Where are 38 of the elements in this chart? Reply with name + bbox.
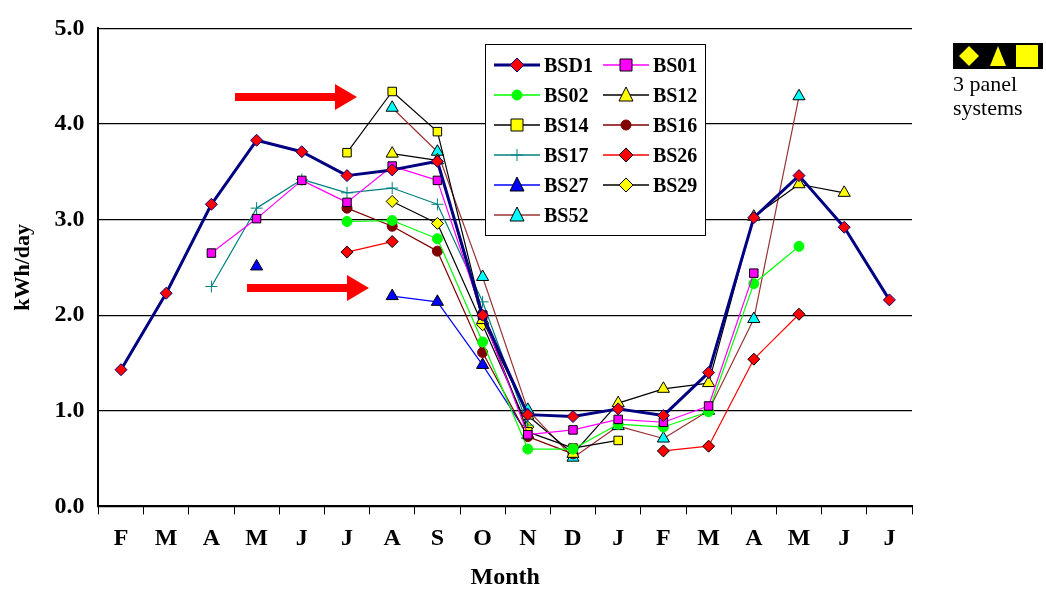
y-axis-title: kWh/day	[8, 223, 34, 311]
legend-label: BS26	[652, 143, 698, 167]
legend-label: BS12	[652, 83, 698, 107]
x-tick-label: J	[838, 524, 851, 550]
y-tick-label: 4.0	[54, 109, 85, 136]
legend-label: BS52	[544, 203, 589, 227]
legend-label: BS02	[544, 83, 589, 107]
y-tick-label: 1.0	[54, 396, 85, 422]
legend-label: BS16	[652, 113, 698, 137]
x-tick-label: F	[656, 524, 671, 550]
legend-label: BS17	[544, 143, 589, 167]
legend-label: BS29	[652, 173, 698, 197]
y-tick-label: 5.0	[54, 13, 85, 40]
x-tick-label: M	[787, 524, 811, 550]
x-tick-label: N	[519, 524, 538, 550]
x-tick-label: J	[341, 524, 353, 550]
x-tick-label: O	[473, 524, 492, 550]
x-tick-label: J	[612, 524, 625, 550]
x-tick-label: S	[430, 524, 445, 550]
y-tick-label: 2.0	[54, 300, 85, 327]
x-axis-title: Month	[470, 562, 540, 589]
x-tick-label: M	[697, 524, 720, 550]
legend-label: BS27	[544, 173, 589, 197]
x-tick-label: A	[383, 524, 402, 550]
x-tick-label: D	[564, 524, 582, 550]
y-tick-label: 3.0	[54, 204, 85, 231]
legend-label: BSD1	[544, 53, 593, 77]
x-tick-label: M	[245, 524, 268, 550]
x-tick-label: A	[745, 524, 764, 550]
x-tick-label: J	[295, 524, 308, 550]
y-tick-label: 0.0	[54, 491, 85, 518]
x-tick-label: M	[154, 524, 178, 550]
legend-label: BS14	[544, 113, 589, 137]
legend-label: BS01	[652, 53, 698, 77]
text: 3 panel systems	[953, 71, 1024, 120]
x-tick-label: J	[883, 524, 896, 550]
x-tick-label: A	[202, 524, 221, 550]
x-tick-label: F	[113, 524, 129, 550]
